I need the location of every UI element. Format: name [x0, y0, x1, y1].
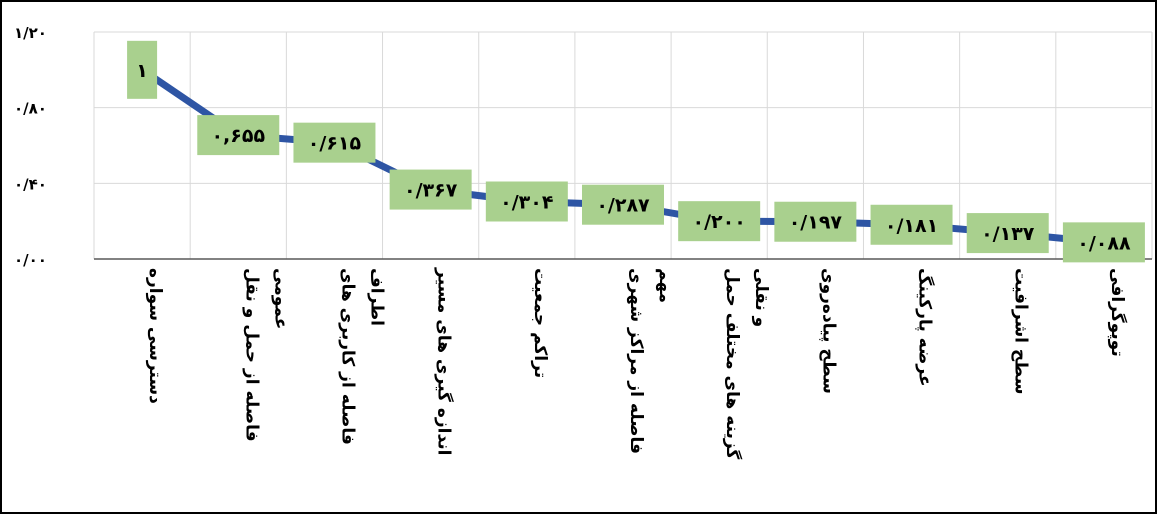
data-label: ۰/۳۶۷	[404, 180, 458, 202]
data-label: ۰/۱۸۱	[885, 215, 938, 237]
data-label-box	[1062, 222, 1145, 263]
data-label-box	[678, 201, 761, 242]
data-label-box	[966, 213, 1049, 254]
y-tick-label: ۱/۲۰	[14, 24, 47, 42]
x-tick-label: مهم	[655, 268, 675, 303]
x-tick-label: فاصله از مراکز شهری	[626, 268, 646, 454]
x-tick-label: عمومی	[270, 268, 290, 329]
x-tick-label: اندازه گیری های مسیر	[434, 267, 455, 456]
x-tick-label: توپوگرافی	[1107, 268, 1128, 357]
data-label: ۰/۳۰۴	[500, 191, 553, 213]
data-label-box	[293, 122, 376, 163]
data-label-box	[197, 115, 280, 156]
data-label: ۰/۲۸۷	[596, 195, 650, 217]
data-label-box	[774, 201, 857, 242]
data-labels: ۱ ۰,۶۵۵ ۰/۶۱۵ ۰/۳۶۷ ۰/۳۰۴ ۰/۲۸۷ ۰/۲۰۰ ۰/۱۹۷ ۰/۱۸…	[127, 40, 1145, 263]
data-label: ۰/۱۳۷	[981, 223, 1035, 245]
data-label: ۰/۲۰۰	[693, 211, 746, 233]
x-tick-label: سطح پیاده‌روی	[818, 268, 838, 394]
x-tick-label: و نقلی	[751, 268, 771, 327]
data-label-box	[127, 40, 158, 99]
y-axis-tick-labels: ۰/۰۰ ۰/۴۰ ۰/۸۰ ۱/۲۰	[14, 24, 47, 269]
x-tick-label: سطح اشرافیت	[1011, 268, 1031, 394]
x-tick-label: تراکم جمعیت	[530, 268, 550, 378]
data-label-box	[389, 169, 472, 210]
data-label: ۰,۶۵۵	[211, 125, 265, 147]
x-tick-label: فاصله از کاربری های	[337, 268, 357, 445]
x-tick-label: فاصله از حمل و نقل	[241, 268, 261, 442]
data-label: ۰/۰۸۸	[1077, 232, 1131, 254]
x-tick-label: عرضه پارکینگ	[915, 268, 936, 387]
data-label-box	[582, 184, 664, 225]
y-tick-label: ۰/۸۰	[14, 100, 47, 118]
x-tick-label: گزینه های مختلف حمل	[722, 268, 743, 459]
data-label-box	[870, 204, 953, 245]
data-label-box	[485, 181, 568, 222]
x-tick-label: دسترسی سواره	[145, 268, 165, 404]
data-label: ۰/۱۹۷	[789, 212, 843, 234]
x-axis-category-labels: دسترسی سواره فاصله از حمل و نقل عمومی فاصله…	[145, 267, 1128, 459]
data-label: ۰/۶۱۵	[308, 133, 362, 155]
y-tick-label: ۰/۰۰	[14, 251, 47, 269]
data-label: ۱	[136, 60, 148, 82]
gridlines	[93, 31, 1153, 260]
x-tick-label: اطراف	[366, 268, 386, 326]
y-tick-label: ۰/۴۰	[14, 175, 47, 193]
